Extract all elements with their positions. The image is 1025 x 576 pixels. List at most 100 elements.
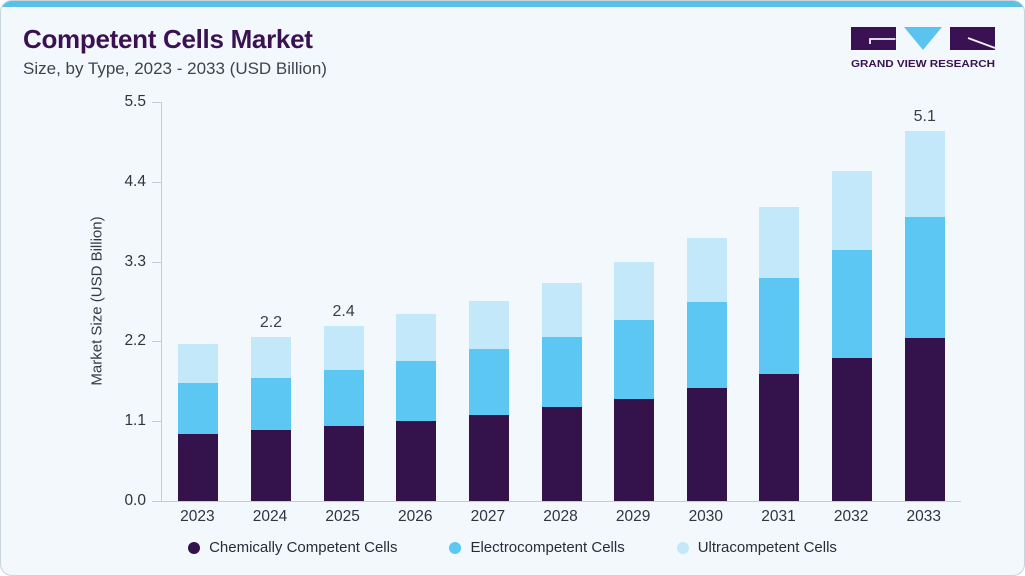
y-tick-label: 0.0 — [124, 492, 146, 509]
bar-2027 — [468, 300, 509, 501]
legend-label: Ultracompetent Cells — [697, 539, 837, 556]
bar-segment — [614, 262, 655, 321]
legend-label: Electrocompetent Cells — [470, 539, 625, 556]
bar-segment — [250, 377, 291, 430]
bar-segment — [686, 237, 727, 302]
legend-dot-icon — [676, 541, 689, 554]
bar-slot-2028 — [525, 102, 598, 501]
legend-item: Chemically Competent Cells — [188, 539, 397, 556]
bar-segment — [832, 358, 873, 501]
bar-slot-2024: 2.2 — [235, 102, 308, 501]
bar-segment — [686, 387, 727, 501]
gvr-logo-text: GRAND VIEW RESEARCH — [851, 58, 995, 70]
x-tick-label-2025: 2025 — [325, 508, 360, 525]
bars: 2.2 2.4 5.1 — [162, 102, 961, 501]
legend: Chemically Competent Cells Electrocompete… — [1, 539, 1024, 556]
bar-slot-2026 — [380, 102, 453, 501]
bar-slot-2032 — [816, 102, 889, 501]
bar-value-label-2024: 2.2 — [259, 314, 283, 332]
bar-slot-2029 — [598, 102, 671, 501]
x-tick-label-2023: 2023 — [180, 508, 215, 525]
bar-segment — [759, 278, 800, 375]
bar-2024 — [250, 337, 291, 501]
y-tick-label: 1.1 — [124, 412, 146, 430]
bar-segment — [396, 421, 437, 501]
bar-2025 — [323, 326, 364, 501]
bar-2030 — [686, 237, 727, 501]
y-tick-mark — [152, 341, 162, 343]
bar-2031 — [759, 207, 800, 501]
header: Competent Cells Market Size, by Type, 20… — [23, 25, 327, 79]
x-tick-label-2033: 2033 — [906, 508, 941, 525]
y-tick-mark — [152, 102, 162, 103]
page-title: Competent Cells Market — [23, 24, 313, 54]
grand-view-research-logo: GRAND VIEW RESEARCH — [850, 27, 996, 76]
x-tick-label-2031: 2031 — [761, 508, 796, 525]
bar-segment — [323, 369, 364, 426]
bar-segment — [468, 414, 509, 501]
y-tick-mark — [152, 181, 162, 183]
y-axis-title: Market Size (USD Billion) — [88, 216, 106, 386]
bar-segment — [904, 131, 945, 217]
bar-segment — [904, 337, 945, 501]
x-tick-label-2026: 2026 — [398, 508, 433, 525]
y-tick-label: 5.5 — [124, 93, 146, 110]
bar-segment — [686, 301, 727, 388]
bar-segment — [178, 382, 219, 434]
y-tick-label: 4.4 — [124, 172, 146, 190]
y-tick-mark — [152, 501, 162, 502]
page-subtitle: Size, by Type, 2023 - 2033 (USD Billion) — [23, 58, 327, 78]
y-tick-label: 3.3 — [124, 252, 146, 270]
bar-segment — [759, 207, 800, 279]
legend-dot-icon — [188, 541, 201, 554]
x-tick-label-2030: 2030 — [688, 508, 724, 525]
legend-item: Electrocompetent Cells — [449, 539, 625, 556]
bar-segment — [541, 283, 582, 338]
x-axis-labels: 2023 2024 2025 2026 2027 2028 2029 2030 2031 2032… — [161, 508, 960, 526]
y-tick-label: 2.2 — [124, 332, 146, 350]
bar-segment — [614, 320, 655, 399]
x-tick-label-2027: 2027 — [470, 508, 506, 525]
bar-segment — [832, 250, 873, 359]
bar-2032 — [832, 170, 873, 501]
bar-2029 — [614, 262, 655, 501]
bar-segment — [178, 344, 219, 383]
bar-2026 — [396, 313, 437, 501]
bar-segment — [468, 300, 509, 350]
legend-dot-icon — [449, 541, 462, 554]
x-tick-label-2028: 2028 — [543, 508, 578, 525]
legend-label: Chemically Competent Cells — [209, 539, 398, 556]
x-tick-label-2032: 2032 — [833, 508, 869, 525]
gvr-logo-icon: GRAND VIEW RESEARCH — [851, 27, 996, 70]
bar-slot-2033: 5.1 — [888, 102, 961, 501]
bar-segment — [904, 216, 945, 338]
bar-2023 — [178, 344, 219, 501]
bar-segment — [759, 374, 800, 501]
plot-area: 0.0 1.1 2.2 3.3 4.4 5.5 2.2 2.4 5.1 — [124, 93, 961, 509]
bar-segment — [614, 398, 655, 501]
bar-segment — [250, 337, 291, 378]
legend-item: Ultracompetent Cells — [676, 539, 837, 556]
bar-2033 — [904, 131, 945, 501]
bar-segment — [396, 361, 437, 422]
x-tick-label-2024: 2024 — [252, 508, 288, 525]
bar-segment — [396, 313, 437, 361]
y-tick-mark — [152, 421, 162, 423]
top-accent-strip — [1, 1, 1024, 7]
bar-slot-2023 — [162, 102, 235, 501]
bar-2028 — [541, 283, 582, 501]
bar-segment — [832, 170, 873, 251]
y-tick-mark — [152, 261, 162, 263]
bar-segment — [323, 425, 364, 501]
bar-segment — [541, 337, 582, 408]
bar-slot-2030 — [670, 102, 743, 501]
bar-segment — [323, 326, 364, 370]
bar-value-label-2025: 2.4 — [332, 303, 355, 321]
bar-segment — [541, 407, 582, 501]
bar-segment — [468, 349, 509, 415]
bar-segment — [250, 429, 291, 501]
bar-segment — [178, 433, 219, 501]
bar-slot-2025: 2.4 — [307, 102, 380, 501]
bar-slot-2031 — [743, 102, 816, 501]
